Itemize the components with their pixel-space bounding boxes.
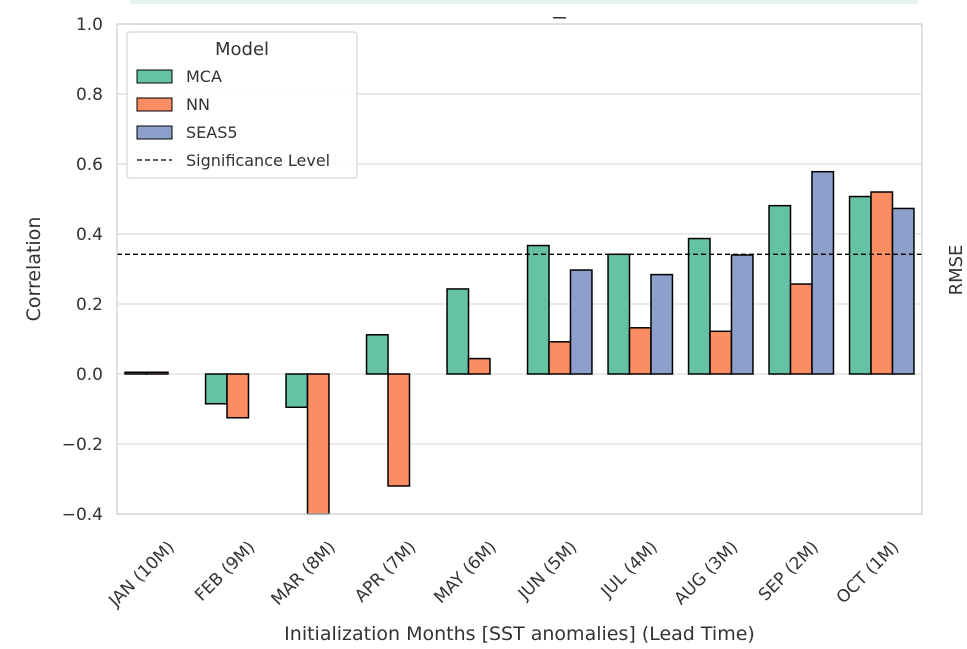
- y-tick-label: 0.0: [76, 365, 103, 385]
- bar-seas5-9: [891, 207, 915, 375]
- x-tick-label: JUL (4M): [597, 537, 662, 602]
- legend-label-nn: NN: [186, 95, 210, 114]
- legend-label-seas5: SEAS5: [186, 123, 238, 142]
- x-tick-label: MAY (6M): [430, 537, 500, 607]
- neighbor-panel-mark: [553, 17, 566, 19]
- bar-mca-2: [285, 373, 309, 408]
- x-tick-label: OCT (1M): [833, 537, 904, 608]
- bar-nn-3: [387, 373, 411, 487]
- bar-nn-8: [789, 283, 813, 375]
- bar-nn-0: [145, 371, 169, 375]
- bar-mca-7: [687, 237, 711, 375]
- bar-nn-5: [548, 341, 572, 375]
- legend-title: Model: [215, 39, 269, 60]
- neighbor-panel-strip: [130, 0, 918, 4]
- bar-mca-5: [526, 244, 550, 375]
- bar-mca-0: [124, 371, 148, 375]
- bar-mca-6: [607, 253, 631, 375]
- bar-mca-4: [446, 288, 470, 375]
- y-tick-label: 0.6: [76, 155, 103, 175]
- bar-nn-4: [467, 357, 491, 375]
- bar-nn-6: [628, 327, 652, 375]
- x-tick-label: FEB (9M): [191, 537, 259, 605]
- bar-mca-3: [365, 334, 389, 375]
- bar-nn-7: [709, 330, 733, 375]
- bar-nn-2: [306, 373, 330, 515]
- plot-frame: [116, 23, 923, 515]
- legend: Model MCA NN SEAS5 Significance Level: [126, 31, 358, 179]
- x-axis-label: Initialization Months [SST anomalies] (L…: [284, 623, 755, 645]
- x-tick-label: MAR (8M): [267, 537, 339, 609]
- y-tick-label: 0.8: [76, 85, 103, 105]
- legend-box: [126, 31, 358, 179]
- bar-seas5-5: [569, 269, 593, 375]
- bar-nn-1: [226, 373, 250, 419]
- legend-label-mca: MCA: [186, 67, 222, 86]
- y-tick-label: −0.2: [62, 435, 103, 455]
- bar-seas5-8: [811, 170, 835, 375]
- bar-mca-9: [848, 195, 872, 375]
- y-axis-label: Correlation: [23, 217, 45, 322]
- bar-mca-1: [204, 373, 228, 405]
- bar-seas5-6: [650, 273, 674, 375]
- bars: [124, 170, 915, 515]
- y-tick-label: 0.2: [76, 295, 103, 315]
- x-tick-label: JUN (5M): [514, 537, 581, 604]
- bar-mca-8: [768, 204, 792, 375]
- bar-seas5-7: [730, 254, 754, 375]
- adjacent-panel-label: RMSE: [946, 245, 967, 296]
- x-tick-label: JAN (10M): [105, 537, 179, 611]
- legend-label-significance: Significance Level: [186, 151, 330, 170]
- legend-swatch-nn: [136, 97, 173, 112]
- bar-nn-9: [870, 191, 894, 375]
- y-tick-labels: −0.4 −0.2 0.0 0.2 0.4 0.6 0.8 1.0: [62, 15, 103, 525]
- legend-swatch-mca: [136, 69, 173, 84]
- y-tick-label: −0.4: [62, 505, 103, 525]
- x-tick-label: APR (7M): [351, 537, 420, 606]
- x-tick-label: AUG (3M): [671, 537, 743, 609]
- x-tick-label: SEP (2M): [755, 537, 823, 605]
- legend-swatch-seas5: [136, 125, 173, 140]
- x-tick-labels: JAN (10M) FEB (9M) MAR (8M) APR (7M) MAY (6M…: [105, 537, 904, 611]
- y-tick-label: 1.0: [76, 15, 103, 35]
- y-tick-label: 0.4: [76, 225, 103, 245]
